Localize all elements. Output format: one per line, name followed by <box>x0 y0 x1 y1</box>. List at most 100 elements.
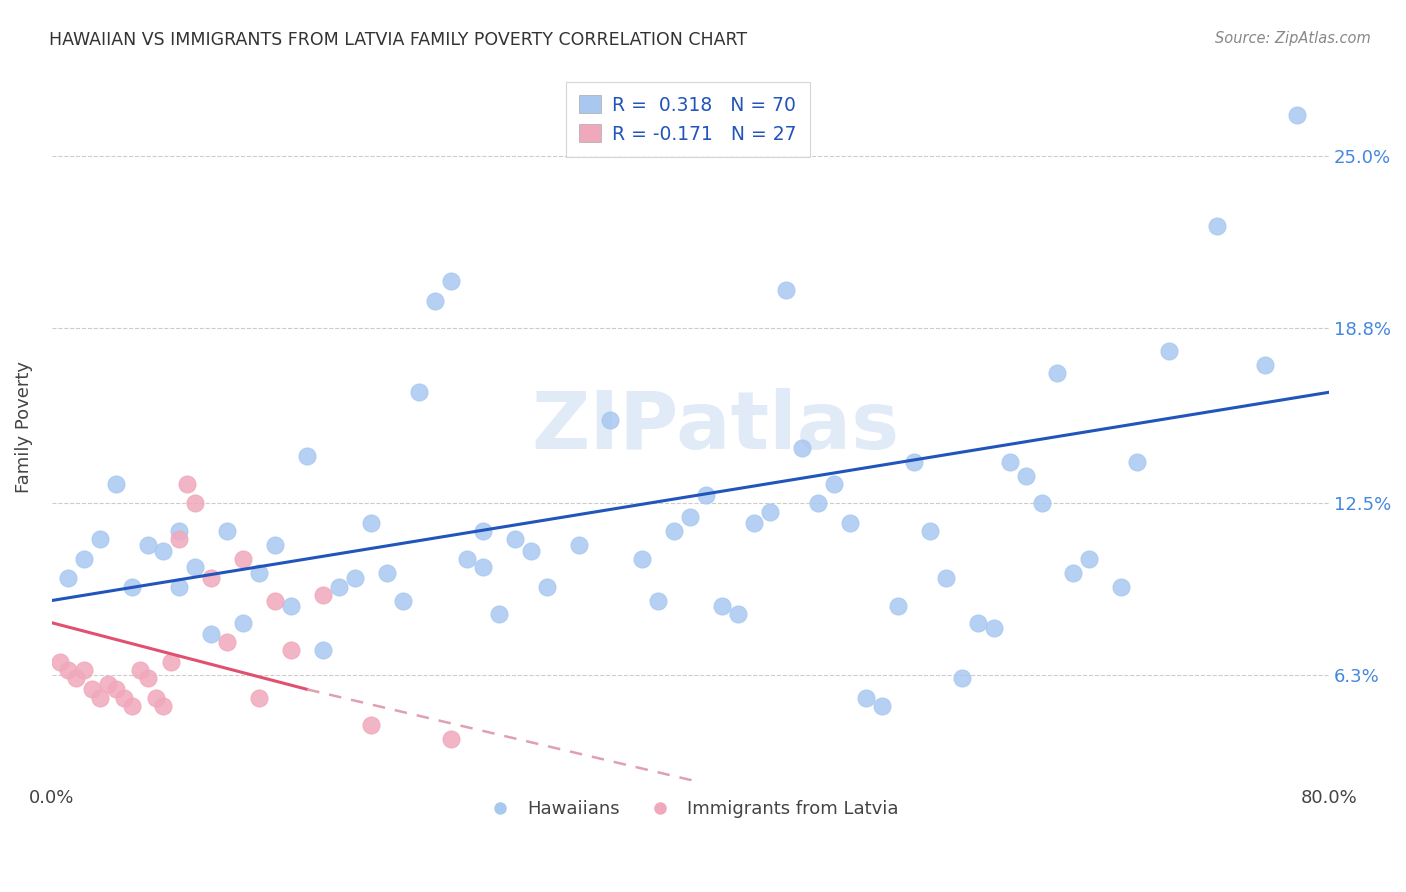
Point <box>152 543 174 558</box>
Y-axis label: Family Poverty: Family Poverty <box>15 361 32 493</box>
Point <box>408 385 430 400</box>
Point <box>73 663 96 677</box>
Point <box>1159 343 1181 358</box>
Point <box>440 732 463 747</box>
Point <box>184 560 207 574</box>
Point <box>160 655 183 669</box>
Point <box>295 449 318 463</box>
Point <box>136 538 159 552</box>
Point <box>217 635 239 649</box>
Point <box>169 580 191 594</box>
Point <box>870 699 893 714</box>
Text: Source: ZipAtlas.com: Source: ZipAtlas.com <box>1215 31 1371 46</box>
Point <box>80 682 103 697</box>
Point <box>855 690 877 705</box>
Legend: Hawaiians, Immigrants from Latvia: Hawaiians, Immigrants from Latvia <box>475 793 905 825</box>
Point <box>121 699 143 714</box>
Point <box>903 455 925 469</box>
Point <box>1062 566 1084 580</box>
Point <box>759 505 782 519</box>
Point <box>145 690 167 705</box>
Point <box>112 690 135 705</box>
Point <box>1078 552 1101 566</box>
Point <box>456 552 478 566</box>
Point <box>966 615 988 630</box>
Point <box>664 524 686 538</box>
Point <box>695 488 717 502</box>
Point <box>56 663 79 677</box>
Point <box>1206 219 1229 233</box>
Point <box>200 571 222 585</box>
Point <box>1031 496 1053 510</box>
Point <box>375 566 398 580</box>
Point <box>152 699 174 714</box>
Point <box>176 476 198 491</box>
Point <box>887 599 910 613</box>
Point <box>328 580 350 594</box>
Point <box>136 671 159 685</box>
Text: HAWAIIAN VS IMMIGRANTS FROM LATVIA FAMILY POVERTY CORRELATION CHART: HAWAIIAN VS IMMIGRANTS FROM LATVIA FAMIL… <box>49 31 748 49</box>
Point <box>839 516 862 530</box>
Point <box>264 593 287 607</box>
Point <box>128 663 150 677</box>
Point <box>1126 455 1149 469</box>
Point <box>104 682 127 697</box>
Point <box>232 615 254 630</box>
Point <box>519 543 541 558</box>
Point <box>983 621 1005 635</box>
Point <box>1254 358 1277 372</box>
Point <box>312 643 335 657</box>
Point <box>360 516 382 530</box>
Point <box>169 524 191 538</box>
Point <box>247 566 270 580</box>
Point <box>1046 366 1069 380</box>
Point <box>392 593 415 607</box>
Point <box>631 552 654 566</box>
Point <box>727 607 749 622</box>
Point <box>280 643 302 657</box>
Point <box>536 580 558 594</box>
Point <box>471 524 494 538</box>
Point <box>48 655 70 669</box>
Point <box>998 455 1021 469</box>
Point <box>423 293 446 308</box>
Point <box>184 496 207 510</box>
Point <box>935 571 957 585</box>
Point <box>679 510 702 524</box>
Point <box>918 524 941 538</box>
Point <box>807 496 830 510</box>
Point <box>790 441 813 455</box>
Point <box>264 538 287 552</box>
Point <box>344 571 367 585</box>
Point <box>440 274 463 288</box>
Point <box>823 476 845 491</box>
Point <box>89 690 111 705</box>
Point <box>711 599 734 613</box>
Point <box>56 571 79 585</box>
Point <box>97 677 120 691</box>
Point <box>73 552 96 566</box>
Point <box>471 560 494 574</box>
Point <box>217 524 239 538</box>
Point <box>121 580 143 594</box>
Point <box>232 552 254 566</box>
Point <box>599 413 621 427</box>
Point <box>950 671 973 685</box>
Point <box>568 538 591 552</box>
Point <box>503 533 526 547</box>
Point <box>488 607 510 622</box>
Point <box>647 593 669 607</box>
Point <box>65 671 87 685</box>
Point <box>200 627 222 641</box>
Point <box>89 533 111 547</box>
Point <box>104 476 127 491</box>
Point <box>1014 468 1036 483</box>
Text: ZIPatlas: ZIPatlas <box>531 388 900 466</box>
Point <box>775 283 797 297</box>
Point <box>280 599 302 613</box>
Point <box>742 516 765 530</box>
Point <box>360 718 382 732</box>
Point <box>1285 108 1308 122</box>
Point <box>1111 580 1133 594</box>
Point <box>247 690 270 705</box>
